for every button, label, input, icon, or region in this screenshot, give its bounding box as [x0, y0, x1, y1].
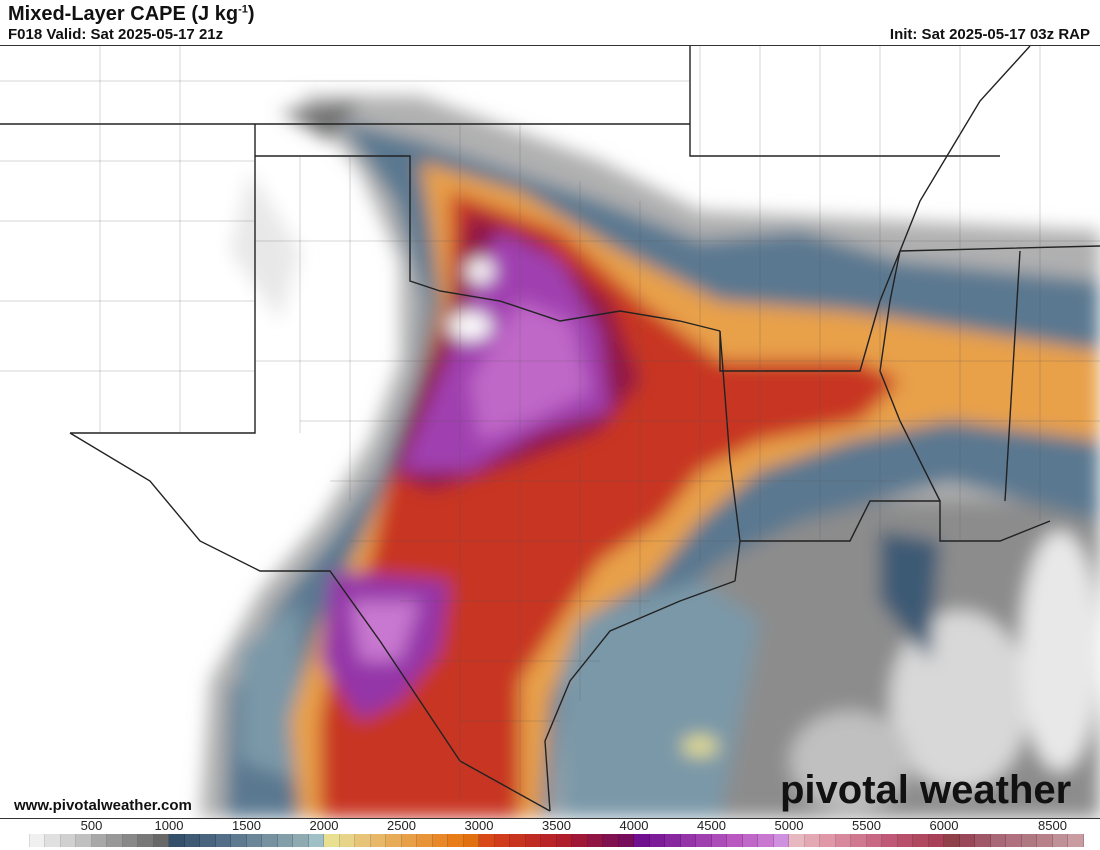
colorbar-cell [649, 834, 665, 847]
colorbar-cell [60, 834, 76, 847]
colorbar-cell [665, 834, 681, 847]
colorbar-cell [231, 834, 247, 847]
colorbar-tick-label: 5000 [774, 818, 804, 833]
colorbar-cell [215, 834, 231, 847]
colorbar-cell [618, 834, 634, 847]
colorbar-cell [587, 834, 603, 847]
colorbar-tick-label: 3000 [464, 818, 494, 833]
colorbar-cell [1052, 834, 1068, 847]
colorbar-tick-label: 500 [80, 818, 103, 833]
colorbar-cell [696, 834, 712, 847]
colorbar-cell [944, 834, 960, 847]
colorbar-cell [758, 834, 774, 847]
colorbar-cell [122, 834, 138, 847]
colorbar-cell [262, 834, 278, 847]
colorbar-cell [324, 834, 340, 847]
colorbar-cell [494, 834, 510, 847]
state-borders [0, 46, 1100, 812]
colorbar-cell [138, 834, 154, 847]
valid-time: F018 Valid: Sat 2025-05-17 21z [8, 26, 224, 43]
colorbar-tick-label: 4500 [697, 818, 726, 833]
colorbar [14, 834, 1084, 847]
colorbar-tick-label: 1500 [232, 818, 261, 833]
colorbar-cell [556, 834, 572, 847]
colorbar-tick-label: 8500 [1038, 818, 1067, 833]
colorbar-cell [835, 834, 851, 847]
colorbar-cell [153, 834, 169, 847]
county-borders [0, 46, 1100, 801]
colorbar-cell [525, 834, 541, 847]
colorbar-cell [510, 834, 526, 847]
colorbar-cell [370, 834, 386, 847]
colorbar-cell [1037, 834, 1053, 847]
site-url: www.pivotalweather.com [14, 797, 192, 814]
colorbar-cell [448, 834, 464, 847]
colorbar-cell [882, 834, 898, 847]
colorbar-cell [107, 834, 123, 847]
colorbar-cell [1021, 834, 1037, 847]
colorbar-cell [91, 834, 107, 847]
colorbar-cell [866, 834, 882, 847]
colorbar-tick-label: 5500 [852, 818, 881, 833]
colorbar-cell [789, 834, 805, 847]
colorbar-cell [773, 834, 789, 847]
map-title: Mixed-Layer CAPE (J kg-1) [8, 3, 255, 25]
colorbar-cell [339, 834, 355, 847]
colorbar-cell [169, 834, 185, 847]
colorbar-cell [897, 834, 913, 847]
colorbar-cell [603, 834, 619, 847]
cape-map [0, 45, 1100, 819]
colorbar-tick-label: 3500 [542, 818, 571, 833]
init-time: Init: Sat 2025-05-17 03z RAP [889, 26, 1090, 43]
colorbar-cell [308, 834, 324, 847]
colorbar-cell [804, 834, 820, 847]
colorbar-cell [29, 834, 45, 847]
colorbar-cell [401, 834, 417, 847]
colorbar-cell [727, 834, 743, 847]
colorbar-cell [386, 834, 402, 847]
colorbar-cell [76, 834, 92, 847]
colorbar-cell [711, 834, 727, 847]
colorbar-cell [820, 834, 836, 847]
colorbar-tick-label: 4000 [619, 818, 649, 833]
colorbar-cell [200, 834, 216, 847]
colorbar-cell [742, 834, 758, 847]
colorbar-cell [913, 834, 929, 847]
colorbar-cell [928, 834, 944, 847]
colorbar-cell [432, 834, 448, 847]
colorbar-cell [184, 834, 200, 847]
colorbar-cell [463, 834, 479, 847]
colorbar-cell [417, 834, 433, 847]
colorbar-cell [479, 834, 495, 847]
colorbar-tick-label: 2000 [309, 818, 339, 833]
colorbar-tick-label: 1000 [154, 818, 184, 833]
colorbar-cell [572, 834, 588, 847]
colorbar-cell [355, 834, 371, 847]
pivotal-weather-logo: pivotal weather [780, 768, 1072, 812]
colorbar-cell [14, 834, 30, 847]
colorbar-cell [1006, 834, 1022, 847]
colorbar-ticks: 500 1000 1500 2000 2500 3000 3500 4000 4500 5000 5… [0, 818, 1100, 834]
colorbar-cell [634, 834, 650, 847]
colorbar-cell [277, 834, 293, 847]
colorbar-cell [975, 834, 991, 847]
colorbar-cell [990, 834, 1006, 847]
colorbar-cell [851, 834, 867, 847]
colorbar-tick-label: 6000 [929, 818, 959, 833]
colorbar-cell [1068, 834, 1084, 847]
colorbar-tick-label: 2500 [387, 818, 416, 833]
colorbar-cell [45, 834, 61, 847]
colorbar-cell [246, 834, 262, 847]
colorbar-cell [541, 834, 557, 847]
colorbar-cell [959, 834, 975, 847]
colorbar-cell [680, 834, 696, 847]
colorbar-cell [293, 834, 309, 847]
